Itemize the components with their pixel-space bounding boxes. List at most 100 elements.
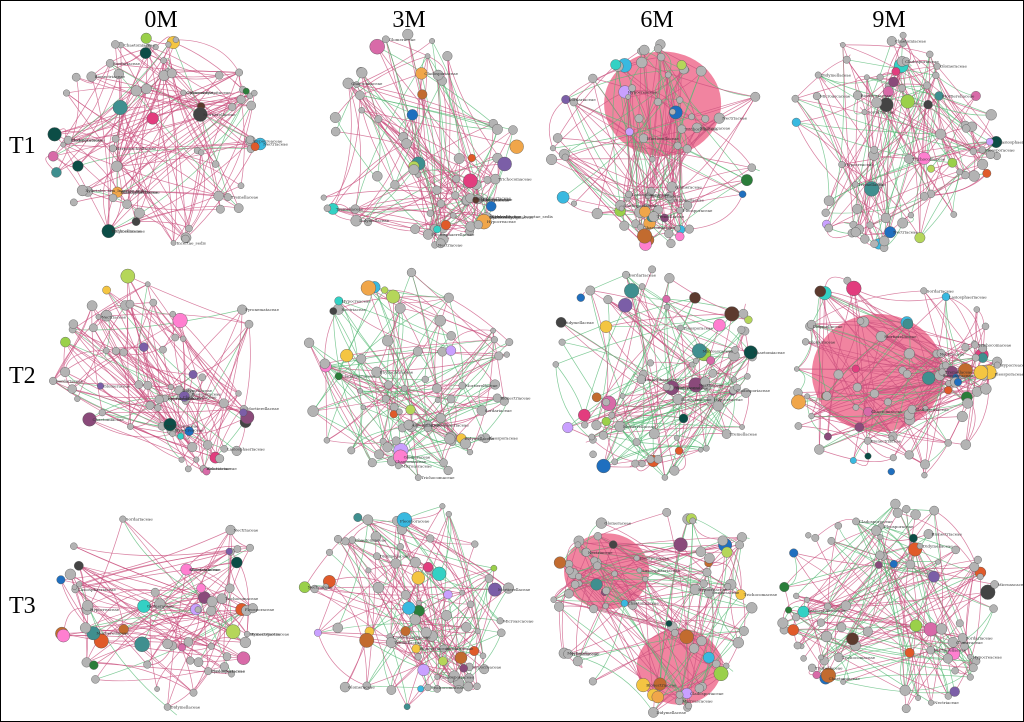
network-edge (629, 131, 743, 195)
node-label: Mortierellaceae (647, 136, 680, 141)
network-node (743, 345, 758, 360)
network-node (852, 404, 860, 411)
network-node (215, 204, 225, 214)
network-node (250, 142, 260, 152)
node-label: Microascaceae (700, 125, 731, 130)
network-node (178, 456, 185, 463)
network-node (198, 149, 205, 156)
network-edge (186, 569, 248, 635)
network-node (614, 420, 626, 432)
network-edge (827, 289, 855, 437)
network-edge (346, 339, 495, 356)
network-node (576, 293, 585, 302)
network-edge (374, 286, 449, 471)
node-label: Bionectriaceae (206, 466, 237, 471)
network-node (744, 315, 753, 324)
network-node (808, 412, 815, 420)
node-label: Hypocreaceae (472, 664, 502, 669)
network-node (86, 71, 97, 82)
network-edge (167, 670, 209, 708)
node-label: Microascaceae (703, 348, 734, 353)
network-node (804, 597, 810, 603)
node-label: Microascaceae (820, 94, 851, 99)
network-node (411, 571, 426, 585)
network-node (95, 314, 102, 320)
network-node (120, 268, 136, 284)
network-node (674, 446, 683, 455)
network-edge (193, 610, 247, 693)
network-node (638, 460, 646, 468)
network-node (737, 325, 746, 334)
column-label-3m: 3M (392, 7, 426, 33)
network-node (935, 128, 947, 140)
network-node (631, 459, 640, 468)
network-edge (811, 324, 968, 404)
network-edge (820, 564, 880, 658)
network-node (56, 575, 66, 585)
network-edge (929, 54, 966, 176)
network-node (453, 153, 465, 164)
network-node (846, 280, 862, 297)
network-node (735, 589, 747, 600)
network-node (134, 380, 144, 389)
network-node (958, 363, 973, 378)
network-node (225, 524, 236, 536)
network-edge (564, 154, 641, 228)
network-node (639, 44, 650, 56)
network-node (413, 346, 423, 357)
network-node (177, 432, 185, 440)
network-edge (796, 324, 813, 370)
network-edge (337, 519, 369, 629)
network-edge (63, 44, 169, 145)
network-node (371, 366, 383, 378)
network-node (914, 232, 926, 244)
network-edge (123, 610, 247, 630)
network-node (154, 686, 160, 692)
network-edge (360, 388, 437, 393)
network-edge (436, 129, 514, 191)
network-edge (54, 90, 247, 135)
network-node (220, 445, 228, 453)
network-edge (469, 330, 494, 453)
network-node (674, 225, 681, 232)
network-edge (323, 190, 480, 200)
node-label: Lasiosphaeriaceae (120, 190, 158, 195)
network-edge (557, 137, 752, 169)
network-node (899, 31, 907, 39)
network-node (171, 333, 179, 342)
node-label: Didymellaceae (674, 198, 704, 203)
network-edge (857, 387, 949, 444)
network-node (907, 404, 917, 414)
network-node (332, 622, 343, 634)
network-node (861, 109, 868, 116)
network-edge (867, 538, 914, 632)
node-label: Pleosporaceae (71, 138, 101, 143)
network-node (56, 629, 71, 643)
network-edge (78, 565, 125, 630)
network-node (170, 240, 177, 246)
network-node (886, 36, 897, 47)
network-node (172, 313, 188, 329)
network-edge (641, 286, 700, 351)
network-edge (102, 412, 190, 432)
network-node (792, 613, 801, 622)
network-edge (109, 62, 261, 145)
network-edge (115, 138, 137, 222)
network-edge (629, 131, 681, 237)
network-edge (809, 326, 857, 408)
network-node (869, 389, 879, 399)
network-node (216, 593, 228, 604)
network-edge (329, 552, 392, 643)
network-edge (86, 551, 230, 663)
network-node (214, 71, 224, 80)
network-edge (437, 399, 505, 408)
node-label: Chaetomiaceae (124, 43, 156, 48)
network-node (508, 125, 518, 135)
node-label: Lasiosphaeriaceae (227, 446, 265, 451)
network-node (225, 583, 235, 593)
network-node (846, 632, 859, 646)
network-edge (153, 302, 239, 394)
network-node (785, 606, 793, 614)
network-edge (638, 118, 673, 188)
network-node (159, 345, 167, 354)
